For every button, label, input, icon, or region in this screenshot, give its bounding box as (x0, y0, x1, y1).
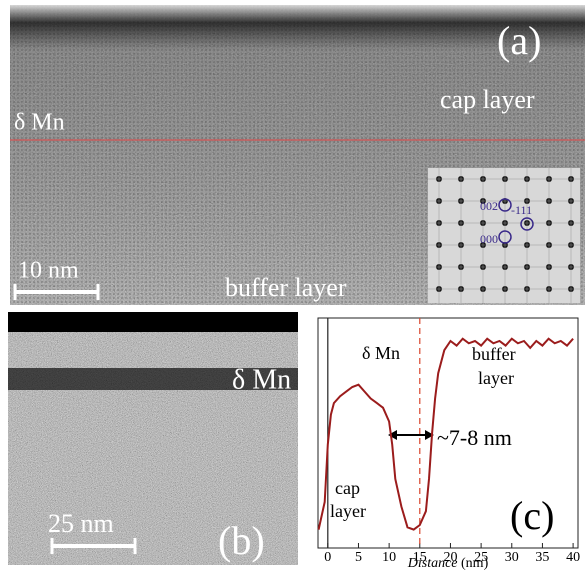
buffer-layer-label: buffer (472, 344, 516, 364)
x-tick-label: 15 (413, 550, 427, 565)
surface (8, 312, 298, 332)
x-tick-label: 30 (505, 550, 519, 565)
spot-label: -111 (511, 203, 532, 217)
panel-c: δ Mn buffer layer cap layer ~7-8 nm (c) … (318, 318, 580, 571)
cap-layer-label: cap (335, 478, 360, 498)
x-tick-label: 0 (324, 550, 331, 565)
scale-bar-label: 10 nm (18, 258, 79, 284)
delta-mn-label: δ Mn (14, 110, 65, 136)
cap-layer-label: cap layer (440, 85, 535, 114)
width-label: ~7-8 nm (437, 425, 512, 450)
diffraction-spots (428, 168, 580, 303)
panel-label: (c) (510, 493, 554, 538)
page: {"panels": { "a": {"label": "(a)", "cap_… (0, 0, 585, 571)
panel-label: (a) (497, 18, 541, 63)
panel-b: δ Mn 25 nm (b) (8, 312, 298, 565)
panel-a: 002 -111 000 (a) cap layer δ Mn 10 nm bu… (10, 5, 585, 305)
x-tick-label: 35 (535, 550, 549, 565)
x-tick-label: 25 (474, 550, 488, 565)
figure: 002 -111 000 (a) cap layer δ Mn 10 nm bu… (0, 0, 585, 571)
x-tick-label: 40 (566, 550, 580, 565)
buffer-layer-label: layer (478, 368, 514, 388)
x-tick-label: 10 (382, 550, 396, 565)
cap-layer-label: layer (330, 501, 366, 521)
x-tick-label: 5 (355, 550, 362, 565)
delta-mn-label: δ Mn (362, 343, 400, 363)
spot-label: 002 (480, 199, 498, 213)
scale-bar-label: 25 nm (48, 509, 114, 538)
panel-label: (b) (218, 518, 265, 563)
buffer-layer-label: buffer layer (225, 273, 347, 302)
delta-mn-label: δ Mn (232, 364, 291, 395)
x-tick-label: 20 (443, 550, 457, 565)
spot-label: 000 (480, 232, 498, 246)
